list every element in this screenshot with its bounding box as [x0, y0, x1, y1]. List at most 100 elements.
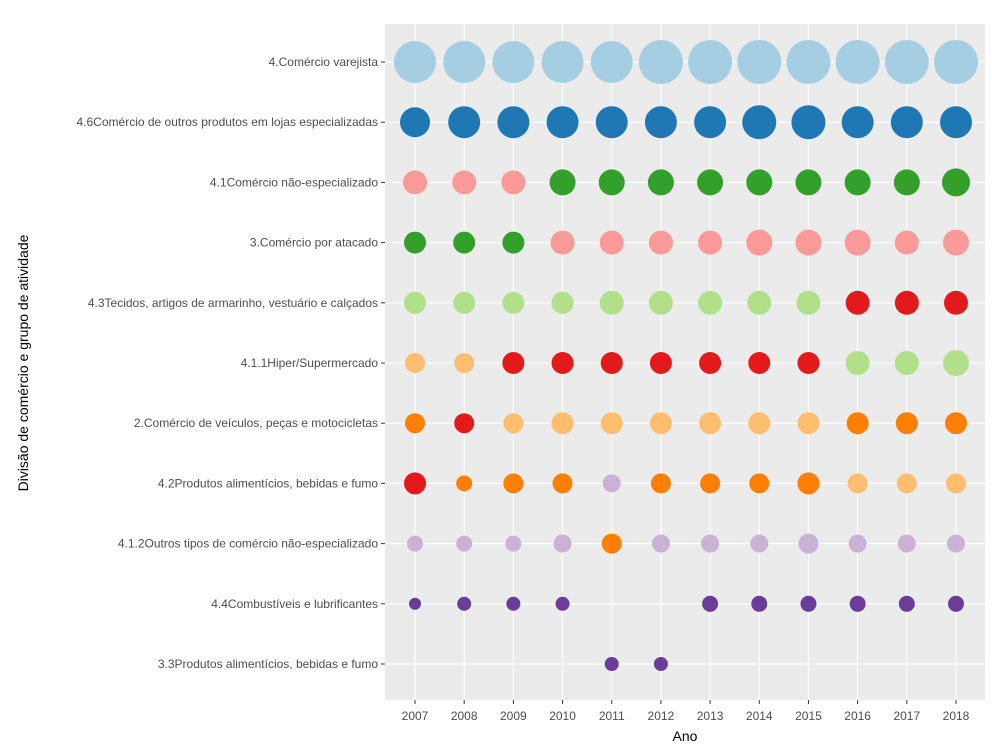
y-tick-label: 4.2Produtos alimentícios, bebidas e fumo — [158, 476, 378, 490]
data-point — [503, 413, 524, 434]
data-point — [550, 230, 575, 255]
data-point — [598, 169, 625, 196]
data-point — [457, 596, 472, 611]
data-point — [884, 40, 929, 84]
data-point — [405, 413, 425, 434]
y-axis-title: Divisão de comércio e grupo de atividade — [15, 234, 31, 491]
data-point — [651, 534, 670, 553]
data-point — [848, 534, 867, 553]
data-point — [796, 290, 821, 315]
x-tick-label: 2008 — [451, 709, 478, 723]
data-point — [746, 229, 773, 256]
data-point — [748, 412, 771, 435]
y-tick-labels: 4.Comércio varejista 4.6Comércio de outro… — [77, 55, 379, 671]
data-point — [791, 105, 826, 140]
data-point — [404, 291, 426, 314]
data-point — [400, 107, 430, 138]
data-point — [453, 231, 476, 254]
data-point — [590, 41, 633, 83]
data-point — [546, 106, 579, 139]
data-point — [835, 40, 880, 84]
y-tick-label: 3.3Produtos alimentícios, bebidas e fumo — [158, 657, 378, 671]
data-point — [649, 352, 672, 374]
data-point — [748, 352, 771, 374]
data-point — [443, 41, 486, 83]
data-point — [448, 106, 481, 139]
data-point — [702, 595, 719, 612]
data-point — [841, 106, 874, 139]
data-point — [747, 290, 772, 315]
data-point — [699, 352, 722, 374]
plot-background — [385, 24, 985, 700]
data-point — [595, 106, 628, 139]
axis-ticks — [381, 61, 957, 704]
x-tick-label: 2009 — [500, 709, 527, 723]
data-point — [653, 657, 668, 671]
x-tick-label: 2012 — [648, 709, 675, 723]
data-point — [551, 291, 574, 314]
data-point — [405, 353, 425, 373]
data-point — [648, 290, 673, 315]
y-tick-label: 4.1.1Hiper/Supermercado — [241, 356, 379, 370]
x-tick-label: 2010 — [549, 709, 576, 723]
data-point — [553, 534, 572, 553]
data-point — [844, 229, 871, 256]
data-point — [552, 473, 573, 494]
data-point — [688, 40, 733, 84]
data-point — [944, 290, 968, 315]
y-tick-label: 4.3Tecidos, artigos de armarinho, vestuá… — [88, 296, 378, 310]
data-point — [650, 473, 671, 494]
data-point — [503, 473, 524, 494]
x-tick-label: 2017 — [893, 709, 920, 723]
data-point — [404, 472, 426, 495]
data-point — [894, 290, 919, 315]
data-point — [551, 412, 574, 435]
data-point — [600, 412, 623, 435]
data-point — [492, 41, 535, 83]
data-point — [897, 534, 916, 553]
data-point — [797, 412, 820, 435]
data-point — [698, 290, 723, 315]
data-point — [945, 412, 967, 435]
x-axis-title: Ano — [673, 728, 698, 744]
data-point — [800, 595, 817, 612]
data-point — [648, 230, 673, 255]
data-point — [502, 352, 525, 374]
data-point — [947, 534, 965, 553]
data-point — [502, 291, 525, 314]
data-point — [600, 352, 623, 374]
x-tick-label: 2016 — [844, 709, 871, 723]
data-point — [751, 595, 768, 612]
data-point — [454, 413, 475, 434]
data-point — [795, 169, 822, 196]
data-point — [844, 169, 871, 196]
data-point — [750, 534, 769, 553]
x-tick-label: 2015 — [795, 709, 822, 723]
data-point — [454, 353, 475, 373]
data-point — [849, 595, 866, 612]
y-tick-label: 4.6Comércio de outros produtos em lojas … — [77, 115, 379, 129]
horizontal-gridlines — [385, 61, 985, 665]
data-point — [551, 352, 574, 374]
y-tick-label: 4.1Comércio não-especializado — [210, 175, 378, 189]
data-point — [394, 41, 436, 83]
x-tick-label: 2007 — [402, 709, 429, 723]
data-point — [700, 473, 721, 494]
data-point — [403, 170, 427, 195]
data-point — [742, 105, 777, 140]
data-point — [846, 412, 869, 435]
y-tick-label: 4.Comércio varejista — [269, 55, 379, 69]
data-point — [895, 412, 918, 435]
y-tick-label: 4.4Combustíveis e lubrificantes — [211, 597, 378, 611]
data-point — [946, 473, 966, 494]
data-point — [845, 290, 870, 315]
data-point — [549, 169, 576, 196]
data-point — [893, 169, 920, 196]
data-point — [649, 412, 672, 435]
data-point — [541, 41, 584, 83]
data-point — [737, 40, 782, 84]
data-point — [602, 474, 621, 493]
y-tick-label: 4.1.2Outros tipos de comércio não-especi… — [118, 537, 378, 551]
data-point — [845, 351, 870, 375]
